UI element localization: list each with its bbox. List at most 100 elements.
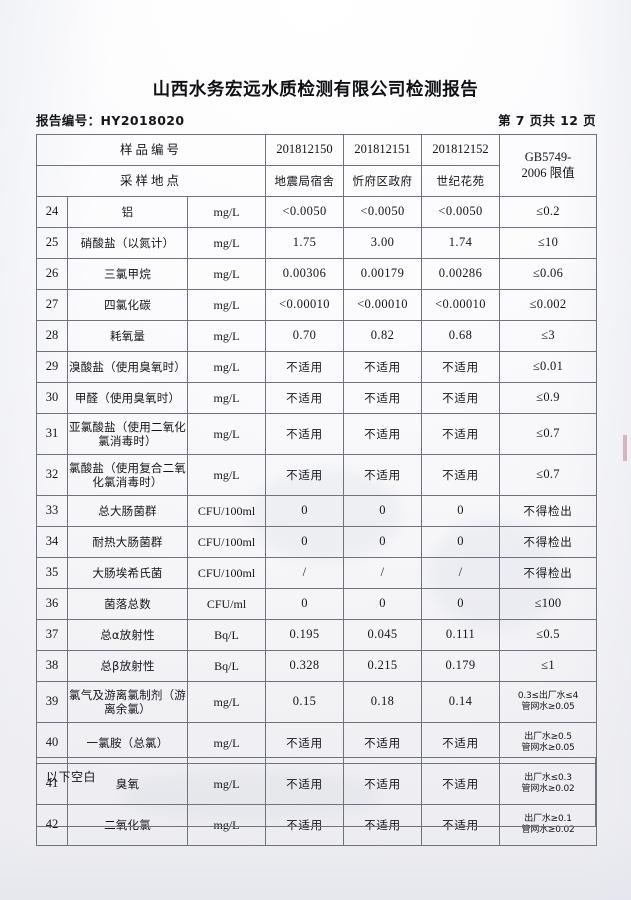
row-index: 41 xyxy=(36,763,68,805)
row-parameter-name: 甲醛（使用臭氧时） xyxy=(67,382,188,414)
row-index: 28 xyxy=(36,320,68,352)
row-value-sample-1: 0.215 xyxy=(343,650,423,682)
row-unit: mg/L xyxy=(186,258,267,290)
row-index: 25 xyxy=(36,227,68,259)
row-value-sample-2: <0.0050 xyxy=(421,196,501,228)
blank-area-box: 以下空白 xyxy=(36,757,596,827)
row-value-sample-0: 不适用 xyxy=(265,382,345,414)
row-unit: CFU/ml xyxy=(186,588,267,620)
report-number: 报告编号：HY2018020 xyxy=(36,113,185,128)
header-sample-number-2: 201812152 xyxy=(421,134,501,166)
row-parameter-name: 四氯化碳 xyxy=(67,289,188,321)
row-value-sample-2: <0.00010 xyxy=(421,289,501,321)
row-value-sample-0: 0.00306 xyxy=(265,258,345,290)
row-value-sample-1: 0.18 xyxy=(343,681,423,723)
row-unit: mg/L xyxy=(186,320,267,352)
row-parameter-name: 铝 xyxy=(67,196,188,228)
row-standard-limit: 不得检出 xyxy=(499,526,598,558)
header-sample-number-label: 样品编号 xyxy=(35,134,267,166)
page-indicator: 第 7 页共 12 页 xyxy=(498,113,596,128)
row-value-sample-2: 0.00286 xyxy=(421,258,501,290)
row-parameter-name: 大肠埃希氏菌 xyxy=(67,557,188,589)
row-standard-limit: ≤0.06 xyxy=(499,258,598,290)
row-unit: mg/L xyxy=(186,351,267,383)
header-sample-number-1: 201812151 xyxy=(343,134,423,166)
row-unit: mg/L xyxy=(186,681,267,723)
row-parameter-name: 亚氯酸盐（使用二氧化氯消毒时） xyxy=(67,413,188,455)
row-standard-limit: 出厂水≥0.1 管网水≥0.02 xyxy=(499,804,598,846)
row-index: 26 xyxy=(36,258,68,290)
table-row: 27 四氯化碳 mg/L <0.00010 <0.00010 <0.00010 ≤0.002 xyxy=(36,289,598,321)
row-value-sample-1: 不适用 xyxy=(343,763,423,805)
row-standard-limit: 不得检出 xyxy=(499,557,598,589)
table-row: 30 甲醛（使用臭氧时） mg/L 不适用 不适用 不适用 ≤0.9 xyxy=(36,382,598,414)
header-sampling-location-1: 忻府区政府 xyxy=(343,165,423,197)
row-value-sample-1: 0 xyxy=(343,526,423,558)
row-standard-limit: ≤0.7 xyxy=(499,413,598,455)
row-value-sample-0: 不适用 xyxy=(265,351,345,383)
row-index: 36 xyxy=(36,588,68,620)
header-sample-number-0: 201812150 xyxy=(265,134,345,166)
header-standard-limit-line2: 2006 限值 xyxy=(521,165,575,180)
table-row: 41 臭氧 mg/L 不适用 不适用 不适用 出厂水≤0.3 管网水≥0.02 xyxy=(36,763,598,805)
row-unit: CFU/100ml xyxy=(186,557,267,589)
row-value-sample-2: 0 xyxy=(421,588,501,620)
table-row: 36 菌落总数 CFU/ml 0 0 0 ≤100 xyxy=(36,588,598,620)
table-row: 37 总α放射性 Bq/L 0.195 0.045 0.111 ≤0.5 xyxy=(36,619,598,651)
row-value-sample-1: / xyxy=(343,557,423,589)
row-value-sample-2: 0 xyxy=(421,526,501,558)
row-parameter-name: 总大肠菌群 xyxy=(67,495,188,527)
header-row-sample-number: 样品编号 201812150 201812151 201812152 GB574… xyxy=(35,134,598,197)
row-value-sample-2: 0.14 xyxy=(421,681,501,723)
row-index: 38 xyxy=(36,650,68,682)
table-header: 样品编号 201812150 201812151 201812152 GB574… xyxy=(35,134,598,197)
header-standard-limit-line1: GB5749- xyxy=(524,149,572,164)
table-row: 25 硝酸盐（以氮计） mg/L 1.75 3.00 1.74 ≤10 xyxy=(36,227,598,259)
water-quality-table: 样品编号 201812150 201812151 201812152 GB574… xyxy=(35,134,598,846)
row-value-sample-1: 0.82 xyxy=(343,320,423,352)
row-index: 29 xyxy=(36,351,68,383)
row-value-sample-1: 不适用 xyxy=(343,351,423,383)
row-value-sample-1: 不适用 xyxy=(343,454,423,496)
row-parameter-name: 耐热大肠菌群 xyxy=(67,526,188,558)
blank-area-note: 以下空白 xyxy=(46,770,97,784)
table-row: 28 耗氧量 mg/L 0.70 0.82 0.68 ≤3 xyxy=(36,320,598,352)
report-meta: 报告编号：HY2018020 第 7 页共 12 页 xyxy=(36,110,596,130)
row-value-sample-0: 不适用 xyxy=(265,804,345,846)
row-standard-limit: ≤0.9 xyxy=(499,382,598,414)
row-index: 34 xyxy=(36,526,68,558)
row-index: 30 xyxy=(36,382,68,414)
row-value-sample-0: 0 xyxy=(265,526,345,558)
row-index: 33 xyxy=(36,495,68,527)
row-standard-limit: ≤0.7 xyxy=(499,454,598,496)
row-parameter-name: 硝酸盐（以氮计） xyxy=(67,227,188,259)
header-sampling-location-label: 采样地点 xyxy=(35,165,267,197)
row-standard-limit: 0.3≤出厂水≤4 管网水≥0.05 xyxy=(499,681,598,723)
row-index: 31 xyxy=(36,413,68,455)
table-row: 39 氯气及游离氯制剂（游离余氯） mg/L 0.15 0.18 0.14 0.3≤出厂水≤… xyxy=(36,681,598,723)
header-row-sampling-location: 采样地点 地震局宿舍 忻府区政府 世纪花苑 xyxy=(35,165,597,197)
row-standard-limit: ≤0.5 xyxy=(499,619,598,651)
row-parameter-name: 三氯甲烷 xyxy=(67,258,188,290)
row-standard-limit: ≤100 xyxy=(499,588,598,620)
table-row: 32 氯酸盐（使用复合二氧化氯消毒时） mg/L 不适用 不适用 不适用 ≤0.7 xyxy=(36,454,598,496)
header-standard-limit: GB5749- 2006 限值 xyxy=(499,134,598,197)
row-standard-limit: ≤0.2 xyxy=(499,196,598,228)
row-index: 39 xyxy=(36,681,68,723)
row-value-sample-1: 不适用 xyxy=(343,382,423,414)
row-parameter-name: 氯气及游离氯制剂（游离余氯） xyxy=(67,681,188,723)
table-row: 35 大肠埃希氏菌 CFU/100ml / / / 不得检出 xyxy=(36,557,598,589)
row-index: 24 xyxy=(36,196,68,228)
row-value-sample-0: / xyxy=(265,557,345,589)
row-index: 35 xyxy=(36,557,68,589)
row-value-sample-2: 不适用 xyxy=(421,763,501,805)
row-standard-limit: ≤10 xyxy=(499,227,598,259)
row-value-sample-1: <0.00010 xyxy=(343,289,423,321)
row-index: 32 xyxy=(36,454,68,496)
row-unit: mg/L xyxy=(186,454,267,496)
row-parameter-name: 菌落总数 xyxy=(67,588,188,620)
row-standard-limit: ≤0.002 xyxy=(499,289,598,321)
row-unit: mg/L xyxy=(186,289,267,321)
row-value-sample-2: 0.111 xyxy=(421,619,501,651)
